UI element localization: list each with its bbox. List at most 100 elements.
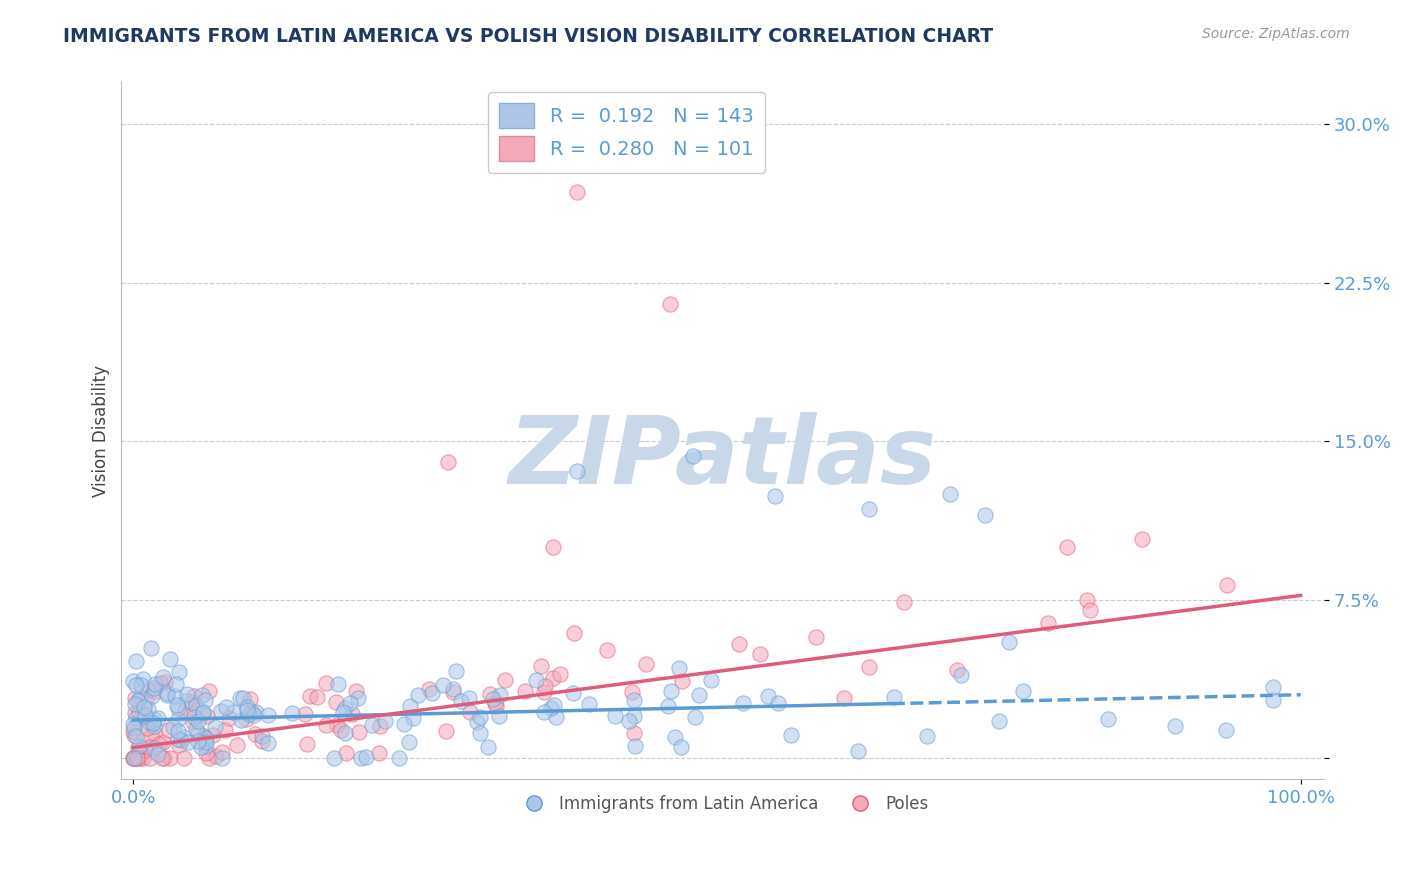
Point [142, 719, 165, 733]
Point [122, 724, 145, 739]
Point [322, 751, 344, 765]
Point [239, 692, 262, 706]
Point [187, 714, 209, 729]
Point [350, 751, 373, 765]
Point [125, 711, 148, 725]
Point [946, 664, 969, 678]
Point [231, 713, 253, 727]
Point [128, 739, 150, 754]
Point [165, 689, 187, 703]
Point [1261, 693, 1284, 707]
Point [129, 751, 152, 765]
Point [858, 501, 880, 516]
Point [136, 682, 159, 697]
Point [477, 740, 499, 755]
Point [766, 696, 789, 710]
Point [257, 708, 280, 723]
Point [328, 677, 350, 691]
Point [129, 690, 152, 704]
Point [124, 691, 146, 706]
Point [132, 710, 155, 724]
Point [159, 652, 181, 666]
Point [139, 640, 162, 655]
Point [143, 726, 166, 740]
Point [623, 726, 645, 740]
Point [420, 685, 443, 699]
Point [548, 667, 571, 681]
Point [138, 714, 160, 729]
Point [432, 677, 454, 691]
Point [388, 751, 411, 765]
Point [193, 729, 215, 743]
Point [434, 723, 457, 738]
Point [561, 686, 583, 700]
Point [1080, 603, 1102, 617]
Point [195, 746, 218, 760]
Text: ZIPatlas: ZIPatlas [509, 412, 936, 505]
Point [1216, 577, 1239, 591]
Point [187, 734, 209, 748]
Point [218, 711, 240, 725]
Point [135, 694, 157, 708]
Point [152, 671, 174, 685]
Point [340, 707, 363, 722]
Point [488, 708, 510, 723]
Point [138, 740, 160, 755]
Point [664, 730, 686, 744]
Point [156, 688, 179, 702]
Point [235, 712, 257, 726]
Point [236, 699, 259, 714]
Point [166, 723, 188, 738]
Point [671, 673, 693, 688]
Point [127, 740, 149, 755]
Point [122, 673, 145, 688]
Point [657, 698, 679, 713]
Point [184, 722, 207, 736]
Point [494, 673, 516, 688]
Point [132, 672, 155, 686]
Point [166, 698, 188, 712]
Point [141, 689, 163, 703]
Point [543, 698, 565, 712]
Point [418, 681, 440, 696]
Point [326, 718, 349, 732]
Point [183, 689, 205, 703]
Point [167, 665, 190, 679]
Point [623, 693, 645, 707]
Point [243, 727, 266, 741]
Point [356, 750, 378, 764]
Text: Source: ZipAtlas.com: Source: ZipAtlas.com [1202, 27, 1350, 41]
Point [122, 751, 145, 765]
Point [167, 739, 190, 753]
Point [214, 723, 236, 738]
Point [221, 705, 243, 719]
Point [125, 751, 148, 765]
Point [146, 711, 169, 725]
Point [478, 687, 501, 701]
Point [122, 751, 145, 765]
Point [191, 706, 214, 720]
Point [136, 702, 159, 716]
Point [468, 725, 491, 739]
Point [623, 709, 645, 723]
Point [142, 683, 165, 698]
Point [134, 742, 156, 756]
Point [368, 719, 391, 733]
Point [668, 660, 690, 674]
Point [1012, 684, 1035, 698]
Point [157, 723, 180, 738]
Point [368, 746, 391, 760]
Point [392, 716, 415, 731]
Point [153, 675, 176, 690]
Point [194, 731, 217, 745]
Point [748, 648, 770, 662]
Point [617, 714, 640, 728]
Point [315, 676, 337, 690]
Point [229, 691, 252, 706]
Point [893, 595, 915, 609]
Point [181, 695, 204, 709]
Point [374, 714, 396, 728]
Point [193, 693, 215, 707]
Point [524, 673, 547, 687]
Point [190, 739, 212, 754]
